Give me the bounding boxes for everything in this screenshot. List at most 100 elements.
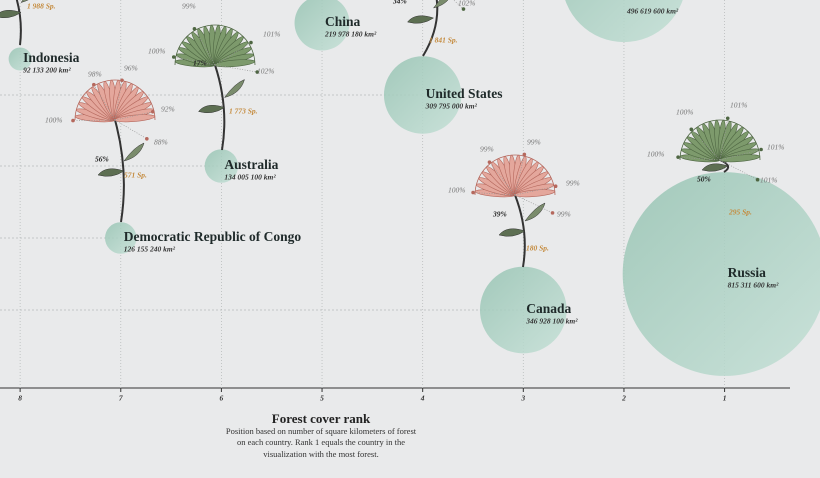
- petal-label: 100%: [647, 150, 665, 159]
- petal-dot: [553, 184, 558, 189]
- x-tick-label: 2: [621, 394, 626, 403]
- species-label: 1 988 Sp.: [27, 2, 56, 11]
- petal-leader: [93, 84, 116, 121]
- petal-label: 100%: [148, 47, 166, 56]
- x-axis-label: Forest cover rank: [272, 411, 371, 426]
- petal-label: 88%: [154, 138, 168, 147]
- country-area: 219 978 180 km²: [324, 30, 377, 39]
- species-label: 1 773 Sp.: [229, 107, 258, 116]
- center-label: 56%: [95, 155, 109, 164]
- petal-label: 101%: [760, 176, 778, 185]
- petal-label: 92%: [161, 105, 175, 114]
- country-name: United States: [426, 86, 503, 101]
- description: Position based on number of square kilom…: [226, 426, 417, 436]
- petal-leader: [194, 28, 216, 66]
- country-area: 309 795 000 km²: [425, 102, 478, 111]
- petal-dot: [249, 40, 253, 45]
- country-name: Australia: [224, 157, 278, 172]
- petal-dot: [487, 160, 492, 164]
- petal-leader: [114, 80, 123, 121]
- petal-leader: [678, 156, 721, 161]
- flowers: [0, 0, 763, 268]
- petal-leader: [72, 119, 116, 121]
- bubble: [294, 0, 350, 51]
- petal-dot: [755, 177, 760, 182]
- petal-dot: [725, 116, 730, 121]
- country-area: 126 155 240 km²: [124, 245, 176, 254]
- petal-leader: [489, 161, 516, 196]
- x-tick-label: 6: [220, 394, 224, 403]
- petal-leader: [473, 192, 516, 196]
- species-label: 180 Sp.: [526, 244, 549, 253]
- leaf: [524, 202, 546, 222]
- x-tick-label: 3: [520, 394, 525, 403]
- country-area: 496 619 600 km²: [626, 7, 679, 16]
- country-name: Russia: [728, 265, 767, 280]
- center-label: 34%: [392, 0, 407, 6]
- petal-label: 99%: [480, 145, 494, 154]
- leaf: [407, 15, 435, 24]
- petal-dot: [150, 109, 155, 114]
- country-area: 815 311 600 km²: [728, 281, 780, 290]
- petal-label: 101%: [263, 30, 281, 39]
- description: on each country. Rank 1 equals the count…: [237, 437, 405, 447]
- petal-dot: [522, 152, 527, 157]
- petal-label: 100%: [448, 186, 466, 195]
- arc: [74, 79, 156, 121]
- petal-leader: [514, 185, 556, 196]
- leaf: [20, 0, 29, 3]
- stem: [422, 0, 439, 57]
- petal-leader: [214, 42, 252, 66]
- petal-dot: [192, 27, 197, 31]
- leaf: [97, 168, 125, 177]
- petal-dot: [676, 155, 680, 159]
- petal-dot: [92, 82, 96, 87]
- bubble: [8, 47, 32, 71]
- arc: [174, 24, 256, 66]
- bubble: [565, 0, 683, 43]
- species-label: 1 841 Sp.: [429, 36, 458, 45]
- center-label: 17%: [193, 59, 207, 68]
- petal-leader: [719, 118, 729, 161]
- petal-leader: [719, 159, 758, 181]
- x-tick-label: 8: [18, 394, 22, 403]
- petal-dot: [120, 78, 124, 83]
- country-area: 134 005 100 km²: [224, 173, 276, 182]
- leaf: [123, 142, 145, 162]
- country-name: Canada: [526, 301, 571, 316]
- petal-label: 96%: [124, 64, 138, 73]
- bubble: [622, 172, 820, 376]
- petal-dot: [171, 55, 176, 59]
- petal-label: 101%: [730, 101, 748, 110]
- petal-leader: [173, 56, 216, 66]
- bubbles: [8, 0, 820, 376]
- petal-label: 102%: [458, 0, 476, 8]
- leaf: [701, 163, 729, 172]
- country-area: 92 133 200 km²: [23, 66, 71, 75]
- petal-dot: [471, 190, 475, 195]
- petal-leader: [453, 0, 464, 10]
- petal-leader: [214, 64, 258, 73]
- country-name: China: [325, 14, 361, 29]
- leaf: [198, 105, 226, 114]
- petal-label: 99%: [527, 138, 541, 147]
- petal-label: 98%: [88, 70, 102, 79]
- petal-label: 99%: [557, 210, 571, 219]
- bubble: [479, 266, 567, 354]
- x-tick-label: 5: [320, 394, 324, 403]
- arc: [474, 154, 556, 196]
- leaf: [223, 79, 245, 98]
- country-name: Indonesia: [23, 50, 80, 65]
- center-label: 50%: [697, 175, 711, 184]
- bubble: [104, 222, 137, 254]
- grid: [0, 0, 726, 392]
- petal-dot: [145, 136, 149, 141]
- x-tick-label: 4: [420, 394, 425, 403]
- petal-label: 100%: [45, 116, 63, 125]
- petal-dot: [461, 7, 466, 11]
- country-area: 346 928 100 km²: [525, 317, 578, 326]
- description: visualization with the most forest.: [263, 449, 378, 459]
